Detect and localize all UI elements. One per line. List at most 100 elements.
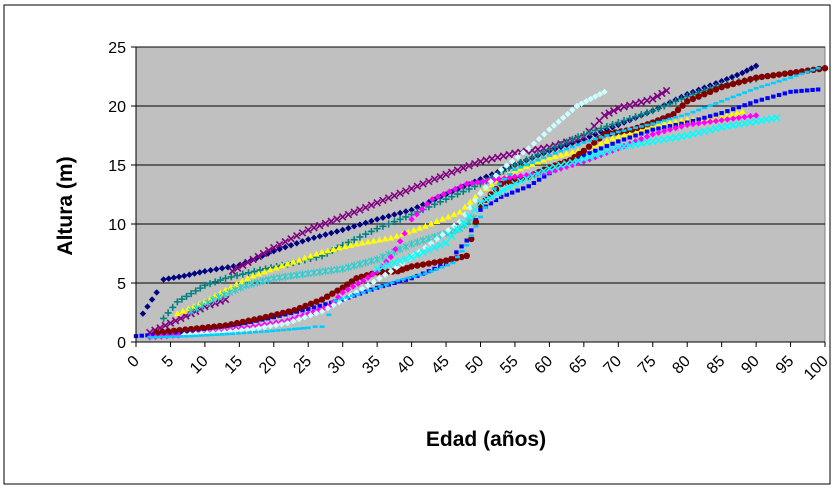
data-point	[771, 94, 776, 99]
data-point	[742, 103, 747, 108]
data-point	[278, 262, 286, 269]
data-point	[339, 284, 346, 291]
data-point	[259, 249, 268, 258]
data-point	[390, 191, 399, 200]
data-point	[402, 213, 410, 221]
data-point	[569, 161, 576, 169]
data-point	[333, 228, 341, 235]
data-point	[400, 277, 406, 281]
data-point	[153, 289, 160, 296]
data-point	[582, 98, 590, 105]
data-point	[696, 117, 701, 122]
data-point	[723, 122, 732, 131]
data-point	[139, 310, 147, 317]
data-point	[712, 117, 720, 125]
data-point	[368, 217, 375, 225]
data-point	[596, 91, 604, 98]
data-point	[748, 65, 755, 72]
data-point	[546, 154, 552, 157]
data-point	[199, 324, 206, 332]
data-point	[649, 131, 656, 138]
data-point	[187, 325, 195, 333]
data-point	[306, 306, 311, 311]
data-point	[391, 211, 398, 218]
data-point	[609, 147, 616, 154]
data-point	[151, 332, 156, 337]
data-point	[478, 207, 483, 212]
data-point	[631, 99, 640, 108]
data-point	[222, 274, 230, 282]
data-point	[291, 306, 298, 314]
data-point	[535, 158, 541, 162]
data-point	[712, 114, 720, 121]
data-point	[211, 278, 219, 286]
data-point	[712, 124, 720, 133]
data-point	[322, 231, 329, 238]
data-point	[597, 139, 605, 146]
data-point	[364, 238, 372, 245]
data-point	[804, 88, 810, 93]
data-point	[689, 95, 697, 103]
data-point	[604, 134, 610, 137]
data-point	[347, 241, 355, 248]
data-point	[615, 130, 621, 134]
data-point	[390, 218, 398, 226]
data-point	[166, 319, 175, 327]
data-point	[799, 72, 805, 76]
data-point	[552, 152, 558, 155]
data-point	[730, 107, 736, 112]
data-point	[530, 140, 538, 147]
data-point	[574, 156, 582, 165]
data-point	[482, 156, 491, 164]
data-point	[416, 224, 424, 231]
data-point	[568, 158, 577, 167]
data-point	[275, 240, 284, 249]
series-2	[146, 86, 671, 337]
data-point	[272, 264, 280, 271]
data-point	[341, 243, 349, 250]
data-point	[585, 143, 593, 150]
data-point	[359, 285, 366, 293]
data-point	[387, 234, 395, 241]
data-point	[445, 227, 452, 234]
data-point	[311, 305, 317, 310]
data-point	[248, 279, 256, 288]
data-point	[206, 295, 214, 302]
data-point	[695, 120, 702, 127]
data-point	[360, 277, 367, 284]
data-point	[597, 149, 605, 157]
data-point	[178, 335, 184, 338]
data-point	[333, 299, 339, 302]
data-point	[182, 326, 189, 333]
data-point	[499, 152, 508, 160]
data-point	[514, 153, 521, 161]
data-point	[233, 264, 242, 273]
data-point	[148, 296, 156, 303]
data-point	[196, 269, 203, 276]
data-point	[173, 335, 179, 338]
data-point	[735, 120, 743, 129]
data-point	[318, 308, 326, 315]
data-point	[679, 102, 686, 109]
data-point	[250, 267, 258, 275]
data-point	[507, 173, 513, 176]
data-point	[591, 126, 599, 134]
data-point	[724, 82, 731, 89]
data-point	[627, 127, 633, 131]
data-point	[244, 258, 252, 267]
data-point	[291, 327, 297, 331]
data-point	[459, 188, 467, 196]
data-point	[425, 177, 433, 186]
data-point	[718, 116, 725, 124]
data-point	[568, 148, 576, 155]
data-point	[329, 290, 336, 297]
data-point	[747, 89, 753, 92]
data-point	[245, 317, 252, 324]
data-point	[603, 147, 611, 155]
data-point	[349, 283, 357, 290]
data-point	[193, 325, 201, 332]
data-point	[605, 109, 613, 117]
data-point	[301, 314, 309, 321]
data-point	[644, 123, 650, 127]
